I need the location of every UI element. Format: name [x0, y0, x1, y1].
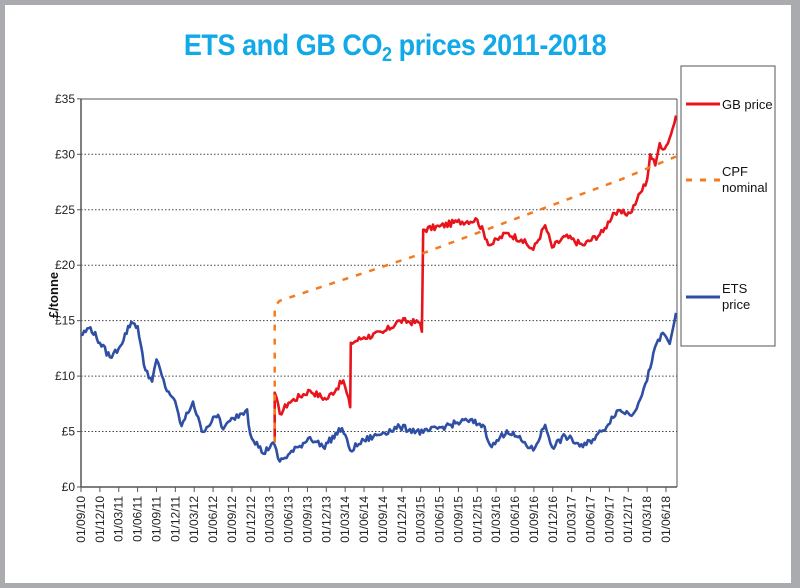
title-main: ETS and GB CO [183, 29, 383, 62]
x-tick-label: 01/03/16 [489, 496, 503, 543]
x-tick-label: 01/03/15 [414, 496, 428, 543]
x-tick-label: 01/06/17 [583, 496, 597, 543]
legend-box [680, 65, 776, 347]
legend-label: ETS [722, 281, 748, 296]
x-tick-label: 01/06/12 [206, 496, 220, 543]
x-tick-label: 01/03/14 [338, 496, 352, 543]
x-tick-label: 01/09/13 [300, 496, 314, 543]
y-tick-label: £25 [55, 203, 75, 217]
x-tick-label: 01/12/16 [546, 496, 560, 543]
x-tick-label: 01/09/17 [602, 496, 616, 543]
x-tick-label: 01/06/11 [131, 496, 145, 542]
x-tick-label: 01/09/10 [74, 496, 88, 543]
x-tick-label: 01/12/15 [470, 496, 484, 543]
series-ets-price [80, 312, 678, 463]
x-tick-label: 01/09/14 [376, 496, 390, 543]
series-cpf-nominal [273, 155, 677, 443]
y-tick-label: £10 [55, 369, 75, 383]
legend-label: nominal [722, 180, 768, 195]
legend-label: GB price [722, 97, 773, 112]
x-tick-label: 01/12/13 [319, 496, 333, 543]
x-tick-label: 01/09/12 [225, 496, 239, 543]
x-tick-label: 01/12/11 [168, 496, 182, 542]
x-tick-label: 01/12/12 [244, 496, 258, 543]
y-tick-label: £35 [55, 92, 75, 106]
x-tick-label: 01/03/11 [112, 496, 126, 542]
legend-label: CPF [722, 164, 748, 179]
x-tick-label: 01/06/15 [433, 496, 447, 543]
legend-label: price [722, 297, 750, 312]
x-tick-label: 01/03/17 [565, 496, 579, 543]
y-tick-label: £30 [55, 147, 75, 161]
x-tick-label: 01/06/14 [357, 496, 371, 543]
x-tick-label: 01/09/11 [149, 496, 163, 542]
y-tick-label: £15 [55, 314, 75, 328]
x-tick-label: 01/06/16 [508, 496, 522, 543]
x-tick-label: 01/06/13 [282, 496, 296, 543]
x-tick-label: 01/03/18 [640, 496, 654, 543]
y-axis-label: £/tonne [46, 272, 61, 318]
x-tick-label: 01/03/13 [263, 496, 277, 543]
x-tick-label: 01/12/10 [93, 496, 107, 543]
x-tick-label: 01/09/15 [451, 496, 465, 543]
x-tick-label: 01/12/17 [621, 496, 635, 543]
y-tick-label: £20 [55, 258, 75, 272]
y-tick-label: £0 [62, 480, 76, 494]
chart-title: ETS and GB CO2 prices 2011-2018 [44, 29, 746, 67]
x-tick-label: 01/06/18 [659, 496, 673, 543]
y-tick-label: £5 [62, 425, 76, 439]
title-subscript: 2 [382, 44, 392, 66]
x-tick-label: 01/03/12 [187, 496, 201, 543]
series-gb-price [273, 115, 678, 443]
x-tick-label: 01/09/16 [527, 496, 541, 543]
x-tick-label: 01/12/14 [395, 496, 409, 543]
title-rest: prices 2011-2018 [391, 29, 607, 62]
